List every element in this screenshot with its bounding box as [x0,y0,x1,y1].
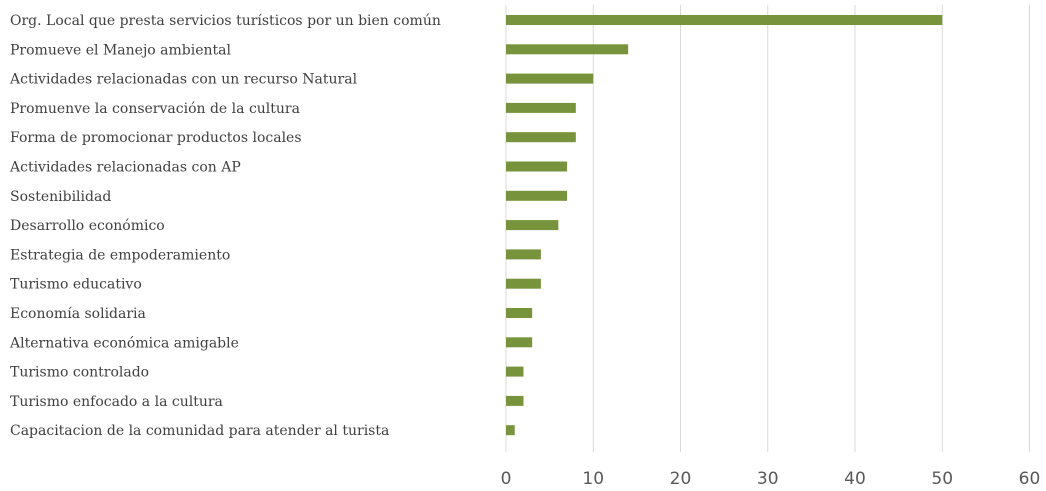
category-labels: Org. Local que presta servicios turístic… [9,13,441,439]
bar-2 [506,44,629,55]
bar-8 [506,220,559,231]
category-label-10: Turismo educativo [10,277,142,293]
category-label-5: Forma de promocionar productos locales [10,130,302,146]
category-label-6: Actividades relacionadas con AP [9,160,241,176]
category-label-3: Actividades relacionadas con un recurso … [9,72,358,88]
bar-11 [506,308,533,318]
bar-3 [506,73,594,84]
bar-6 [506,161,568,172]
bar-5 [506,132,576,143]
category-label-4: Promuenve la conservación de la cultura [10,101,300,117]
x-tick-label-40: 40 [844,469,866,489]
x-tick-label-60: 60 [1019,469,1041,489]
x-tick-label-50: 50 [931,469,953,489]
bar-7 [506,190,568,201]
x-tick-label-20: 20 [670,469,692,489]
x-tick-label-10: 10 [582,469,604,489]
bar-10 [506,278,541,289]
bar-13 [506,366,524,377]
category-label-8: Desarrollo económico [10,218,165,234]
x-tick-label-30: 30 [757,469,779,489]
bar-12 [506,337,533,348]
x-axis-tick-labels: 0 10 20 30 40 50 60 [501,469,1041,489]
category-label-11: Economía solidaria [10,306,146,322]
bar-14 [506,395,524,406]
category-label-12: Alternativa económica amigable [9,335,239,351]
category-label-1: Org. Local que presta servicios turístic… [10,13,441,29]
category-label-13: Turismo controlado [10,365,149,381]
bar-4 [506,102,576,113]
category-label-2: Promueve el Manejo ambiental [10,42,232,58]
gridlines [505,5,1030,452]
category-label-14: Turismo enfocado a la cultura [10,394,223,410]
category-label-9: Estrategia de empoderamiento [10,247,230,263]
bar-15 [506,425,515,436]
bar-9 [506,249,541,260]
x-tick-label-0: 0 [501,469,512,489]
bars [506,15,943,436]
category-label-15: Capacitacion de la comunidad para atende… [10,423,389,439]
category-label-7: Sostenibilidad [10,189,111,205]
bar-1 [506,15,943,25]
